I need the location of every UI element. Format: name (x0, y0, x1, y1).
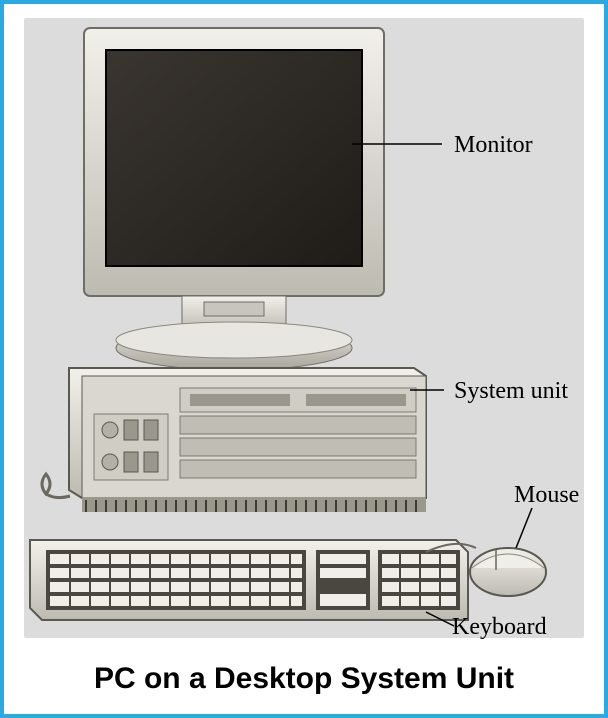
diagram-frame: Monitor System unit Mouse Keyboard PC on… (0, 0, 608, 718)
label-monitor: Monitor (454, 132, 533, 159)
label-keyboard: Keyboard (452, 614, 547, 641)
system-unit-icon (69, 368, 426, 512)
label-mouse: Mouse (514, 482, 579, 509)
keyboard-icon (30, 540, 468, 620)
caption-text: PC on a Desktop System Unit (4, 662, 604, 696)
label-system-unit: System unit (454, 378, 568, 405)
pc-illustration (24, 18, 584, 638)
cord-icon (42, 474, 70, 498)
monitor-icon (84, 28, 384, 370)
